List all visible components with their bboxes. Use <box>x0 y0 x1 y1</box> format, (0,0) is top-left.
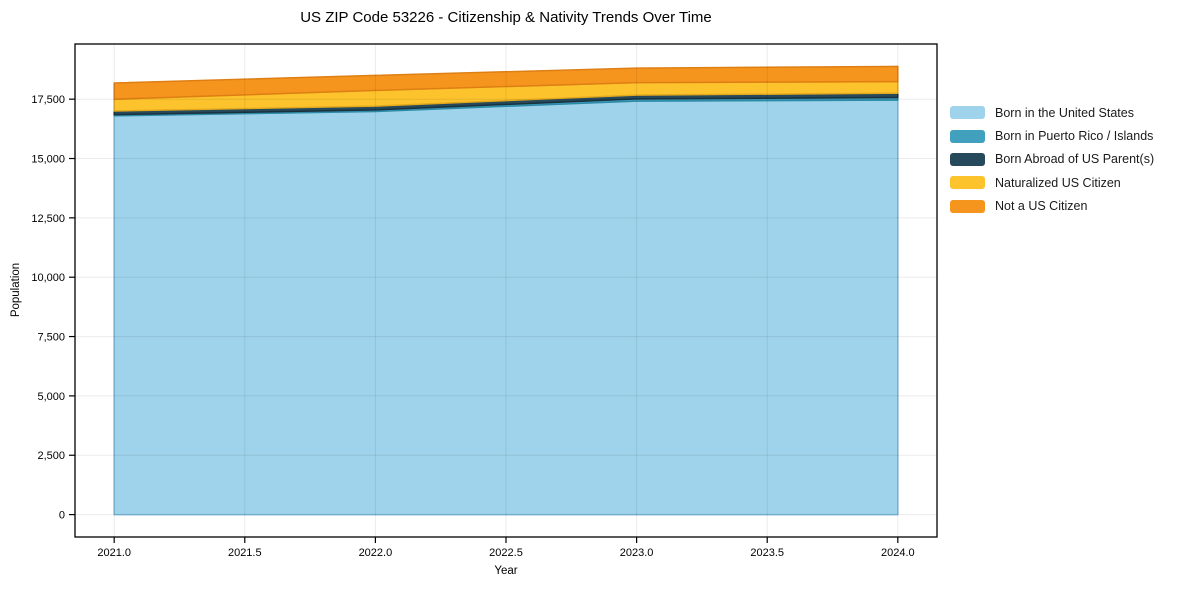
x-tick-label: 2021.0 <box>97 547 131 559</box>
y-tick-label: 10,000 <box>31 272 65 284</box>
x-tick-label: 2022.0 <box>359 547 393 559</box>
legend-label: Born in Puerto Rico / Islands <box>995 129 1154 144</box>
legend-swatch <box>950 129 985 143</box>
legend-item-5: Not a US Citizen <box>950 195 1154 218</box>
legend-item-3: Born Abroad of US Parent(s) <box>950 148 1154 171</box>
y-tick-label: 7,500 <box>37 332 65 344</box>
y-tick-label: 2,500 <box>37 450 65 462</box>
legend-label: Naturalized US Citizen <box>995 175 1121 190</box>
y-tick-label: 15,000 <box>31 154 65 166</box>
chart-title: US ZIP Code 53226 - Citizenship & Nativi… <box>300 9 712 26</box>
legend-swatch <box>950 152 985 166</box>
legend: Born in the United States Born in Puerto … <box>950 101 1154 218</box>
legend-label: Born in the United States <box>995 105 1134 120</box>
legend-label: Born Abroad of US Parent(s) <box>995 152 1155 167</box>
legend-item-4: Naturalized US Citizen <box>950 171 1154 194</box>
x-tick-label: 2022.5 <box>489 547 523 559</box>
legend-item-2: Born in Puerto Rico / Islands <box>950 124 1154 147</box>
legend-swatch <box>950 176 985 190</box>
y-tick-label: 17,500 <box>31 94 65 106</box>
y-tick-label: 12,500 <box>31 213 65 225</box>
y-axis-label: Population <box>10 262 22 318</box>
area-series-5 <box>113 65 899 100</box>
x-tick-label: 2021.5 <box>228 547 262 559</box>
legend-label: Not a US Citizen <box>995 199 1088 214</box>
legend-item-1: Born in the United States <box>950 101 1154 124</box>
y-tick-label: 0 <box>59 510 65 522</box>
legend-swatch <box>950 106 985 120</box>
x-tick-label: 2023.0 <box>620 547 654 559</box>
x-tick-label: 2024.0 <box>881 547 915 559</box>
y-tick-label: 5,000 <box>37 391 65 403</box>
x-tick-label: 2023.5 <box>750 547 784 559</box>
legend-swatch <box>950 199 985 213</box>
x-axis-label: Year <box>494 565 518 577</box>
